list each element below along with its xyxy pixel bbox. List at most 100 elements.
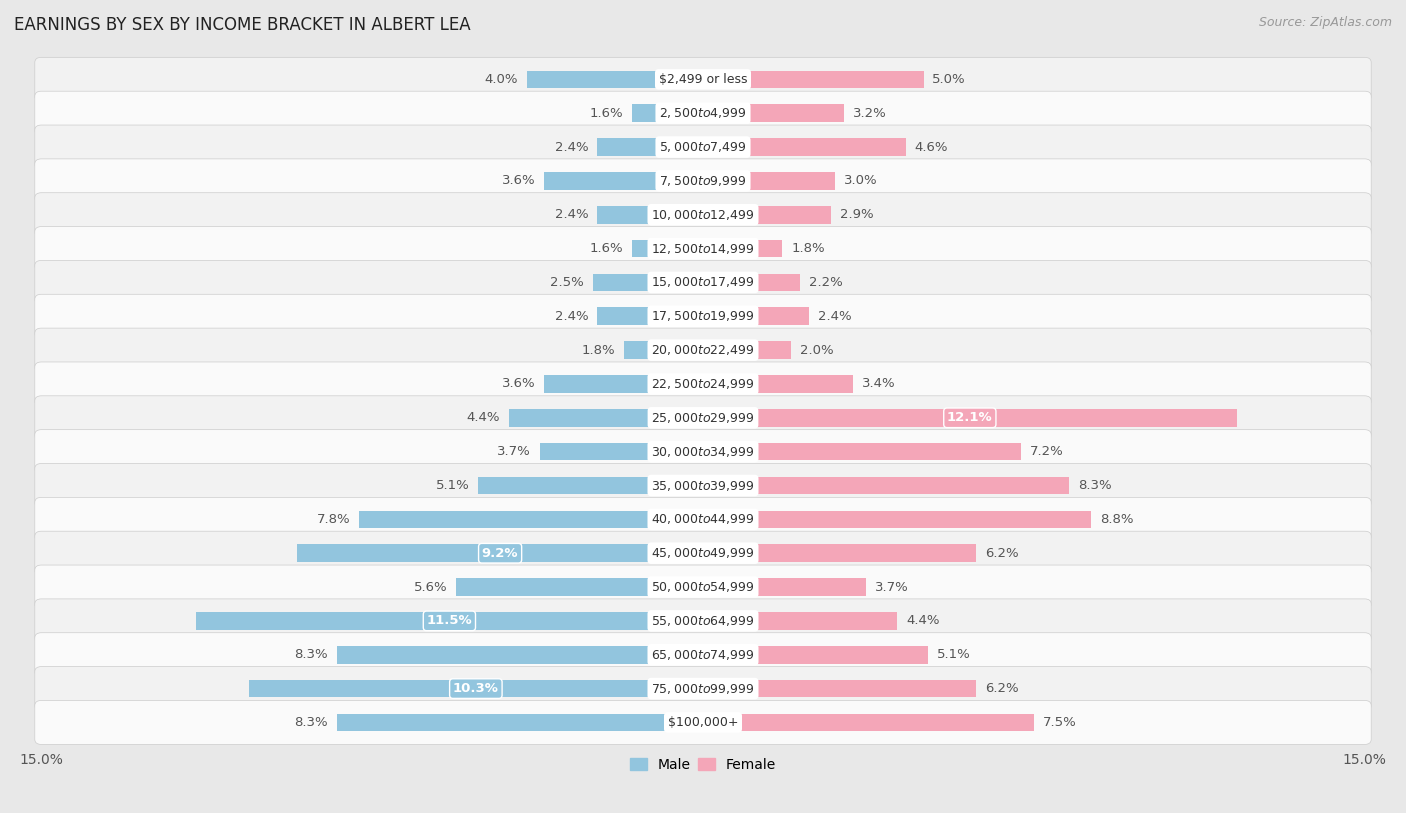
Text: 4.0%: 4.0% — [484, 73, 517, 86]
Text: 3.7%: 3.7% — [875, 580, 908, 593]
Text: 4.4%: 4.4% — [905, 615, 939, 628]
Text: $45,000 to $49,999: $45,000 to $49,999 — [651, 546, 755, 560]
Bar — [703, 172, 835, 189]
Text: 6.2%: 6.2% — [986, 682, 1019, 695]
Text: $25,000 to $29,999: $25,000 to $29,999 — [651, 411, 755, 425]
Bar — [337, 646, 703, 663]
Text: 3.6%: 3.6% — [502, 377, 536, 390]
Text: $12,500 to $14,999: $12,500 to $14,999 — [651, 241, 755, 255]
Text: $20,000 to $22,499: $20,000 to $22,499 — [651, 343, 755, 357]
Text: 8.3%: 8.3% — [1078, 479, 1112, 492]
Text: 7.8%: 7.8% — [316, 513, 350, 526]
Text: Source: ZipAtlas.com: Source: ZipAtlas.com — [1258, 16, 1392, 29]
Text: 12.1%: 12.1% — [948, 411, 993, 424]
Bar — [703, 138, 905, 156]
Bar — [297, 545, 703, 562]
FancyBboxPatch shape — [35, 260, 1371, 304]
Bar — [703, 578, 866, 596]
FancyBboxPatch shape — [35, 667, 1371, 711]
Bar — [195, 612, 703, 630]
FancyBboxPatch shape — [35, 227, 1371, 271]
Text: 5.1%: 5.1% — [936, 648, 970, 661]
Text: 5.1%: 5.1% — [436, 479, 470, 492]
Bar — [249, 680, 703, 698]
Bar — [509, 409, 703, 427]
Text: 10.3%: 10.3% — [453, 682, 499, 695]
Bar — [456, 578, 703, 596]
Bar — [703, 714, 1033, 731]
Bar — [703, 409, 1237, 427]
Text: $30,000 to $34,999: $30,000 to $34,999 — [651, 445, 755, 459]
Text: 9.2%: 9.2% — [482, 546, 519, 559]
Text: $7,500 to $9,999: $7,500 to $9,999 — [659, 174, 747, 188]
Bar — [527, 71, 703, 88]
FancyBboxPatch shape — [35, 125, 1371, 169]
Bar — [478, 476, 703, 494]
Text: 2.2%: 2.2% — [808, 276, 842, 289]
Text: $5,000 to $7,499: $5,000 to $7,499 — [659, 140, 747, 154]
FancyBboxPatch shape — [35, 565, 1371, 609]
Text: 3.6%: 3.6% — [502, 174, 536, 187]
Bar — [703, 341, 792, 359]
Text: 2.5%: 2.5% — [550, 276, 583, 289]
Text: $15,000 to $17,499: $15,000 to $17,499 — [651, 276, 755, 289]
Text: $55,000 to $64,999: $55,000 to $64,999 — [651, 614, 755, 628]
Text: 1.8%: 1.8% — [581, 344, 614, 357]
Text: $2,499 or less: $2,499 or less — [659, 73, 747, 86]
FancyBboxPatch shape — [35, 328, 1371, 372]
Text: $40,000 to $44,999: $40,000 to $44,999 — [651, 512, 755, 526]
Text: $75,000 to $99,999: $75,000 to $99,999 — [651, 681, 755, 696]
Bar — [703, 307, 808, 325]
Text: $17,500 to $19,999: $17,500 to $19,999 — [651, 309, 755, 324]
Bar — [703, 375, 853, 393]
Bar — [703, 206, 831, 224]
Bar — [703, 511, 1091, 528]
Text: 8.3%: 8.3% — [294, 716, 328, 729]
Text: 11.5%: 11.5% — [426, 615, 472, 628]
FancyBboxPatch shape — [35, 463, 1371, 507]
FancyBboxPatch shape — [35, 633, 1371, 676]
Bar — [703, 274, 800, 291]
Bar — [633, 240, 703, 258]
Bar — [703, 443, 1021, 460]
Legend: Male, Female: Male, Female — [624, 752, 782, 777]
Text: 8.8%: 8.8% — [1099, 513, 1133, 526]
Text: 3.4%: 3.4% — [862, 377, 896, 390]
FancyBboxPatch shape — [35, 58, 1371, 102]
FancyBboxPatch shape — [35, 91, 1371, 135]
Text: 5.0%: 5.0% — [932, 73, 966, 86]
Bar — [703, 71, 924, 88]
Bar — [703, 240, 782, 258]
Bar — [633, 104, 703, 122]
FancyBboxPatch shape — [35, 159, 1371, 203]
Text: 2.4%: 2.4% — [555, 141, 588, 154]
Bar — [703, 545, 976, 562]
FancyBboxPatch shape — [35, 531, 1371, 576]
FancyBboxPatch shape — [35, 599, 1371, 643]
Bar — [598, 206, 703, 224]
Bar — [593, 274, 703, 291]
Text: $100,000+: $100,000+ — [668, 716, 738, 729]
Text: 2.9%: 2.9% — [839, 208, 873, 221]
FancyBboxPatch shape — [35, 429, 1371, 474]
Bar — [337, 714, 703, 731]
Text: 4.6%: 4.6% — [915, 141, 948, 154]
Text: 8.3%: 8.3% — [294, 648, 328, 661]
FancyBboxPatch shape — [35, 396, 1371, 440]
FancyBboxPatch shape — [35, 362, 1371, 406]
Bar — [703, 104, 844, 122]
Text: $50,000 to $54,999: $50,000 to $54,999 — [651, 580, 755, 594]
Bar — [703, 646, 928, 663]
Text: $65,000 to $74,999: $65,000 to $74,999 — [651, 648, 755, 662]
Bar — [544, 172, 703, 189]
Text: 1.8%: 1.8% — [792, 242, 825, 255]
Text: 2.4%: 2.4% — [818, 310, 851, 323]
Bar — [703, 680, 976, 698]
Text: 7.5%: 7.5% — [1043, 716, 1077, 729]
Text: 2.0%: 2.0% — [800, 344, 834, 357]
Text: $2,500 to $4,999: $2,500 to $4,999 — [659, 107, 747, 120]
Text: 7.2%: 7.2% — [1029, 446, 1063, 459]
Text: $10,000 to $12,499: $10,000 to $12,499 — [651, 208, 755, 222]
Bar — [544, 375, 703, 393]
Bar — [598, 138, 703, 156]
